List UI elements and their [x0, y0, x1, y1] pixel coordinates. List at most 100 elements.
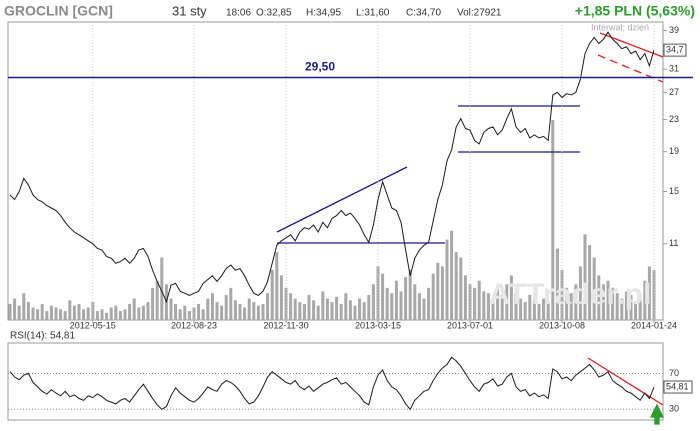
volume-bar [606, 280, 610, 320]
price-pane [7, 21, 664, 321]
open: O:32,85 [256, 8, 292, 19]
volume-bar [302, 303, 306, 320]
interval-note: Interwał: dzień [591, 22, 649, 32]
volume-bar [339, 303, 343, 320]
volume-bar [123, 309, 127, 320]
x-tick-label: 2012-05-15 [70, 320, 116, 330]
volume-bar [293, 298, 297, 320]
volume-bar [381, 273, 385, 320]
volume-bar [169, 298, 173, 320]
volume-bar [399, 291, 403, 320]
volume-bar [427, 287, 431, 320]
y-tick-label: 11 [669, 238, 678, 248]
volume-bar [284, 287, 288, 320]
volume-bar [385, 287, 389, 320]
volume-bar [505, 284, 509, 320]
volume-bar [638, 298, 642, 320]
volume-bar [344, 293, 348, 320]
volume-bar [523, 302, 527, 320]
volume-bar [54, 307, 58, 320]
volume-bar [26, 302, 30, 320]
volume-bar [367, 295, 371, 320]
volume-bar [247, 298, 251, 320]
volume-bar [454, 252, 458, 320]
volume-bar [77, 303, 81, 320]
volume-bar [45, 311, 49, 320]
volume-bar [477, 280, 481, 320]
volume-bar [647, 266, 651, 320]
rsi-title: RSI(14): 54,81 [10, 331, 75, 342]
volume-bar [151, 287, 155, 320]
volume-bar [546, 302, 550, 320]
volume-bar [500, 295, 504, 320]
low: L:31,60 [356, 8, 390, 19]
volume-bar [551, 120, 555, 320]
date: 31 sty [172, 3, 207, 18]
volume-bar [118, 311, 122, 320]
x-tick-label: 2013-03-15 [355, 320, 401, 330]
volume-bar [68, 300, 72, 320]
price-line [9, 31, 655, 304]
volume-bar [270, 270, 274, 320]
volume-bar [132, 298, 136, 320]
volume-bar [243, 307, 247, 320]
volume-bar [417, 293, 421, 320]
y-tick-label: 31 [669, 64, 679, 74]
y-tick-label: 39 [669, 25, 679, 35]
volume-bar [141, 305, 145, 320]
last-value-label: 34,7 [666, 45, 684, 55]
level-label: 29,50 [305, 60, 335, 74]
volume-bar [371, 284, 375, 320]
trend-line [276, 166, 408, 233]
volume-bar [440, 266, 444, 320]
volume-bar [436, 262, 440, 320]
volume-bar [565, 287, 569, 320]
high: H:34,95 [306, 8, 341, 19]
volume-bar [279, 275, 283, 320]
y-tick-label: 23 [669, 114, 679, 124]
volume-bar [325, 298, 329, 320]
volume-bar [528, 295, 532, 320]
volume-bar [256, 305, 260, 320]
volume-bar [459, 257, 463, 320]
volume-bar [215, 302, 219, 320]
time: 18:06 [226, 8, 251, 19]
volume-bar [72, 305, 76, 320]
close: C:34,70 [406, 8, 441, 19]
volume-bar [17, 305, 21, 320]
volume-bar [316, 305, 320, 320]
volume-bar [183, 305, 187, 320]
volume-bar [348, 300, 352, 320]
volume-bar [312, 300, 316, 320]
volume-bar [201, 309, 205, 320]
volume-bar [100, 309, 104, 320]
volume-bar [238, 303, 242, 320]
volume-bar [114, 305, 118, 320]
volume-bar [146, 302, 150, 320]
volume-bar [620, 298, 624, 320]
volume-bar [224, 295, 228, 320]
volume-bar [13, 298, 17, 320]
volume-bar [105, 312, 109, 320]
volume-bar [624, 291, 628, 320]
volume-bar [422, 298, 426, 320]
volume-bar [8, 303, 12, 320]
volume-bar [109, 307, 113, 320]
x-tick-label: 2013-07-01 [447, 320, 493, 330]
symbol: GROCLIN [GCN] [4, 3, 113, 19]
panes [7, 21, 664, 421]
volume-bar [578, 266, 582, 320]
volume-bar [358, 298, 362, 320]
volume-bar [59, 309, 63, 320]
volume-bar [266, 293, 270, 320]
y-tick-label: 15 [669, 186, 679, 196]
volume-bar [482, 291, 486, 320]
volume-bar [220, 305, 224, 320]
volume-bar [519, 298, 523, 320]
trend-line [587, 357, 664, 406]
volume-bar [289, 293, 293, 320]
volume-bar [629, 295, 633, 320]
volume-bar [394, 280, 398, 320]
y-tick-label: 30 [669, 404, 679, 414]
